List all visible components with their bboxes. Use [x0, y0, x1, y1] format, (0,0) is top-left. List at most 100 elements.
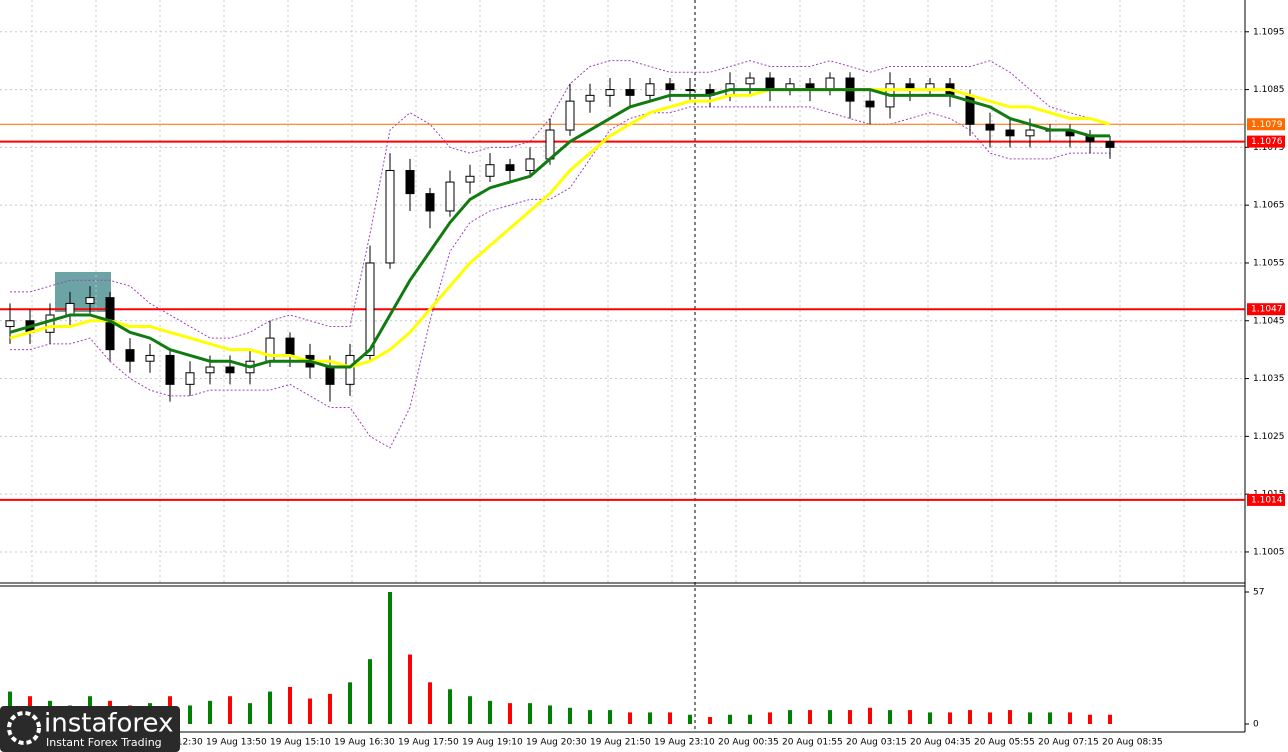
band-upper: [10, 60, 1111, 339]
volume-bar: [288, 686, 292, 724]
volume-bar: [368, 659, 372, 724]
y-tick-label: 1.1045: [1253, 316, 1285, 326]
level-label: 1.1014: [1251, 495, 1283, 505]
volume-bar: [1048, 712, 1052, 724]
candle-body: [665, 83, 675, 91]
candle-body: [385, 169, 395, 264]
volume-bar: [508, 703, 512, 724]
volume-bar: [408, 654, 412, 724]
volume-bar: [1008, 710, 1012, 724]
volume-bar: [348, 682, 352, 724]
volume-bar: [868, 707, 872, 724]
x-tick-label: 20 Aug 05:55: [974, 738, 1035, 748]
candle-body: [165, 354, 175, 385]
volume-bar: [728, 714, 732, 724]
level-tag: [1247, 303, 1285, 316]
candle-body: [765, 77, 775, 91]
candle-body: [685, 89, 695, 92]
level-label: 1.1079: [1251, 120, 1283, 130]
volume-bar: [968, 710, 972, 724]
level-tag: [1247, 493, 1285, 506]
candle-body: [325, 366, 335, 385]
x-tick-label: 20 Aug 04:35: [910, 738, 971, 748]
candle-body: [265, 337, 275, 362]
volume-bar: [768, 712, 772, 724]
x-tick-label: 20 Aug 08:35: [1102, 738, 1163, 748]
candle-body: [285, 337, 295, 356]
volume-bar: [188, 705, 192, 724]
volume-bar: [808, 710, 812, 724]
volume-bar: [588, 710, 592, 724]
volume-bar: [988, 712, 992, 724]
band-lower: [10, 106, 1110, 449]
candle-body: [365, 262, 375, 356]
y-tick-label: 0: [1253, 720, 1259, 730]
volume-bar: [488, 700, 492, 724]
y-tick-label: 1.1085: [1253, 85, 1285, 95]
x-tick-label: 20 Aug 07:15: [1038, 738, 1099, 748]
candle-body: [985, 123, 995, 131]
x-tick-label: 19 Aug 16:30: [334, 738, 395, 748]
y-tick-label: 1.1065: [1253, 201, 1285, 211]
volume-bar: [248, 703, 252, 724]
volume-bar: [308, 698, 312, 724]
y-tick-label: 1.1075: [1253, 143, 1285, 153]
level-label: 1.1047: [1251, 305, 1283, 315]
candle-body: [225, 366, 235, 374]
y-tick-label: 57: [1253, 588, 1264, 598]
volume-bar: [748, 714, 752, 724]
x-tick-label: 19 Aug 13:50: [206, 738, 267, 748]
candle-body: [625, 89, 635, 96]
x-tick-label: 19 Aug 21:50: [590, 738, 651, 748]
candle-body: [205, 366, 215, 374]
candle-body: [345, 354, 355, 385]
candle-body: [125, 349, 135, 362]
x-tick-label: 19 Aug 20:30: [526, 738, 587, 748]
logo: instaforex Instant Forex Trading: [0, 706, 180, 752]
candle-body: [45, 314, 55, 333]
x-tick-label: 19 Aug 23:10: [654, 738, 715, 748]
volume-bar: [548, 705, 552, 724]
logo-bg: [0, 706, 180, 752]
volume-bar: [388, 592, 392, 724]
level-tag: [1247, 135, 1285, 148]
highlight-zone: [55, 272, 111, 312]
volume-bar: [628, 712, 632, 724]
candle-body: [505, 164, 515, 171]
volume-bar: [648, 712, 652, 724]
candle-body: [825, 77, 835, 91]
logo-tagline: Instant Forex Trading: [46, 736, 162, 749]
candle-body: [145, 354, 155, 362]
volume-bar: [928, 712, 932, 724]
volume-bar: [608, 710, 612, 724]
volume-bar: [228, 696, 232, 724]
candle-body: [405, 169, 415, 195]
volume-bar: [788, 710, 792, 724]
volume-bar: [828, 710, 832, 724]
level-label: 1.1076: [1251, 137, 1283, 147]
candle-body: [1005, 129, 1015, 137]
x-tick-label: 19 Aug 19:10: [462, 738, 523, 748]
y-tick-label: 1.1025: [1253, 432, 1285, 442]
volume-bar: [268, 691, 272, 724]
candle-body: [65, 302, 75, 316]
volume-bar: [848, 710, 852, 724]
volume-bar: [428, 682, 432, 724]
x-tick-label: 19 Aug 17:50: [398, 738, 459, 748]
volume-bar: [1108, 714, 1112, 724]
x-tick-label: 20 Aug 03:15: [846, 738, 907, 748]
candle-body: [645, 83, 655, 96]
volume-bar: [468, 696, 472, 724]
volume-bar: [448, 689, 452, 724]
volume-bar: [948, 712, 952, 724]
volume-bar: [1088, 714, 1092, 724]
candle-body: [425, 193, 435, 212]
volume-bar: [708, 717, 712, 724]
x-tick-label: 19 Aug 15:10: [270, 738, 331, 748]
candle-body: [185, 372, 195, 385]
candle-body: [565, 100, 575, 131]
volume-bar: [328, 693, 332, 724]
logo-name: instaforex: [44, 709, 173, 739]
